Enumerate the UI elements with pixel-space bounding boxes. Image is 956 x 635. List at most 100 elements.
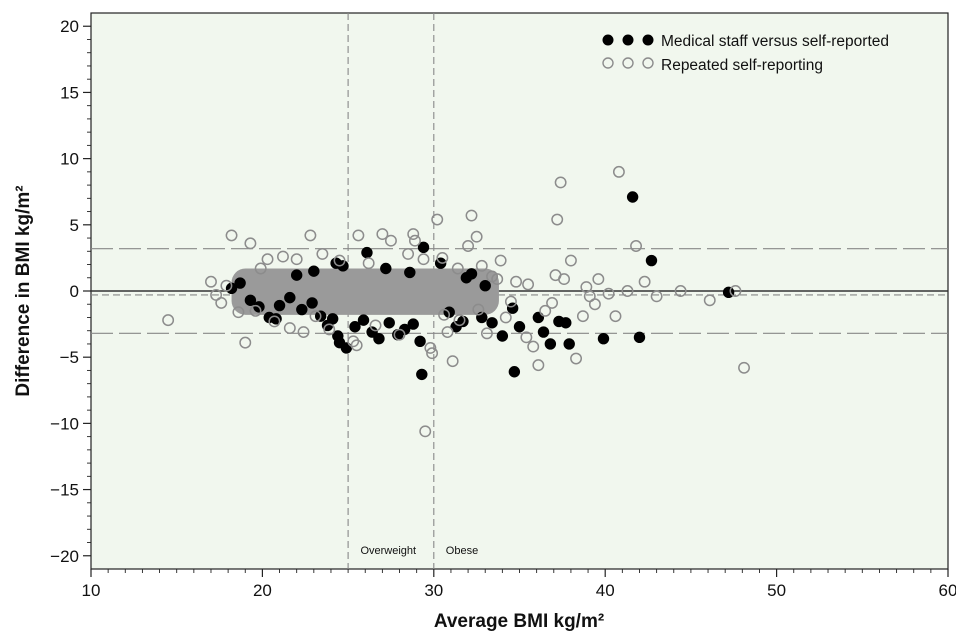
y-tick-label--5: −5	[60, 348, 79, 367]
dense-point-cloud	[231, 268, 499, 315]
annotations: Overweight Obese	[360, 545, 478, 557]
point-repeated-self-36	[419, 425, 432, 438]
point-repeated-self-53	[532, 359, 545, 372]
point-repeated-self-6	[232, 306, 245, 319]
axes: 10 20 30 40 50 60 −20 −15 −10 −5 0 5 10 15 20	[50, 17, 956, 600]
point-repeated-self-33	[417, 253, 430, 266]
point-medical-staff-53	[479, 280, 491, 292]
legend: Medical staff versus self-reported Repea…	[602, 33, 889, 74]
point-medical-staff-11	[326, 313, 339, 325]
point-medical-staff-1	[234, 277, 246, 289]
point-repeated-self-9	[249, 304, 262, 317]
legend-marker	[642, 57, 654, 69]
point-repeated-self-81	[472, 303, 485, 316]
y-tick-label--10: −10	[50, 414, 79, 433]
point-repeated-self-52	[527, 340, 540, 353]
y-tick-label--15: −15	[50, 481, 79, 500]
point-repeated-self-67	[621, 285, 634, 297]
point-repeated-self-7	[239, 336, 252, 349]
point-repeated-self-10	[254, 262, 267, 275]
point-medical-staff-38	[506, 302, 519, 314]
point-medical-staff-52	[460, 272, 473, 284]
point-medical-staff-46	[563, 338, 575, 350]
point-medical-staff-20	[373, 332, 385, 345]
point-medical-staff-7	[296, 303, 308, 316]
point-medical-staff-6	[284, 291, 296, 304]
point-repeated-self-29	[393, 328, 406, 341]
point-repeated-self-46	[480, 327, 493, 340]
point-repeated-self-42	[462, 240, 475, 252]
point-repeated-self-0	[162, 314, 175, 327]
point-repeated-self-17	[304, 229, 317, 242]
point-medical-staff-19	[366, 326, 378, 338]
legend-label-repeated-self: Repeated self-reporting	[661, 57, 823, 74]
point-repeated-self-83	[438, 308, 451, 321]
point-repeated-self-28	[385, 234, 397, 247]
point-medical-staff-42	[537, 326, 550, 338]
point-repeated-self-30	[402, 247, 415, 260]
point-repeated-self-22	[347, 335, 360, 348]
point-repeated-self-34	[424, 341, 437, 354]
point-repeated-self-48	[494, 254, 507, 267]
legend-marker	[602, 34, 614, 46]
x-axis-title: Average BMI kg/m²	[434, 611, 604, 632]
point-repeated-self-3	[215, 296, 228, 309]
point-repeated-self-8	[244, 237, 257, 250]
point-repeated-self-69	[638, 275, 651, 288]
point-repeated-self-73	[729, 285, 742, 297]
y-tick-label-15: 15	[60, 83, 79, 102]
point-repeated-self-44	[470, 230, 483, 243]
point-repeated-self-26	[369, 319, 382, 332]
point-repeated-self-5	[225, 229, 238, 242]
point-repeated-self-58	[558, 273, 571, 286]
point-medical-staff-14	[340, 342, 353, 354]
point-repeated-self-40	[446, 355, 459, 368]
legend-markers-medical-staff	[602, 34, 654, 46]
point-repeated-self-16	[297, 326, 310, 338]
x-tick-label-60: 60	[939, 581, 956, 600]
point-medical-staff-41	[532, 311, 545, 324]
point-medical-staff-5	[273, 299, 286, 312]
point-repeated-self-41	[453, 314, 466, 327]
point-repeated-self-72	[703, 294, 716, 307]
point-repeated-self-56	[551, 213, 564, 226]
point-repeated-self-15	[290, 253, 303, 266]
point-medical-staff-37	[496, 330, 509, 342]
point-medical-staff-54	[290, 269, 303, 281]
y-tick-label--20: −20	[50, 547, 79, 566]
point-medical-staff-25	[414, 335, 426, 348]
y-tick-label-20: 20	[60, 17, 79, 36]
x-tick-label-50: 50	[767, 581, 786, 600]
point-repeated-self-21	[333, 254, 346, 267]
point-medical-staff-36	[486, 317, 498, 329]
point-medical-staff-2	[244, 294, 257, 306]
point-repeated-self-35	[426, 347, 439, 360]
legend-marker	[602, 57, 614, 69]
point-repeated-self-13	[277, 250, 289, 263]
point-repeated-self-39	[441, 326, 454, 338]
point-repeated-self-63	[592, 273, 605, 286]
point-repeated-self-76	[588, 298, 601, 311]
point-repeated-self-77	[546, 296, 559, 309]
point-repeated-self-23	[350, 339, 363, 352]
legend-marker	[622, 34, 634, 46]
point-medical-staff-39	[513, 321, 526, 333]
point-repeated-self-79	[504, 295, 517, 308]
legend-marker	[642, 34, 654, 46]
data-points	[162, 165, 750, 438]
annotation-obese: Obese	[446, 545, 478, 557]
point-repeated-self-80	[491, 273, 504, 286]
annotation-overweight: Overweight	[360, 545, 416, 557]
point-repeated-self-20	[323, 323, 336, 336]
point-repeated-self-25	[362, 257, 375, 270]
point-medical-staff-18	[357, 314, 370, 326]
point-repeated-self-51	[520, 331, 533, 344]
legend-label-medical-staff: Medical staff versus self-reported	[661, 33, 889, 50]
point-repeated-self-75	[580, 281, 593, 293]
point-medical-staff-49	[633, 331, 646, 344]
point-medical-staff-29	[361, 246, 373, 259]
y-tick-label-10: 10	[60, 150, 79, 169]
point-medical-staff-47	[597, 332, 610, 345]
point-repeated-self-71	[674, 285, 687, 297]
point-repeated-self-74	[738, 361, 750, 374]
